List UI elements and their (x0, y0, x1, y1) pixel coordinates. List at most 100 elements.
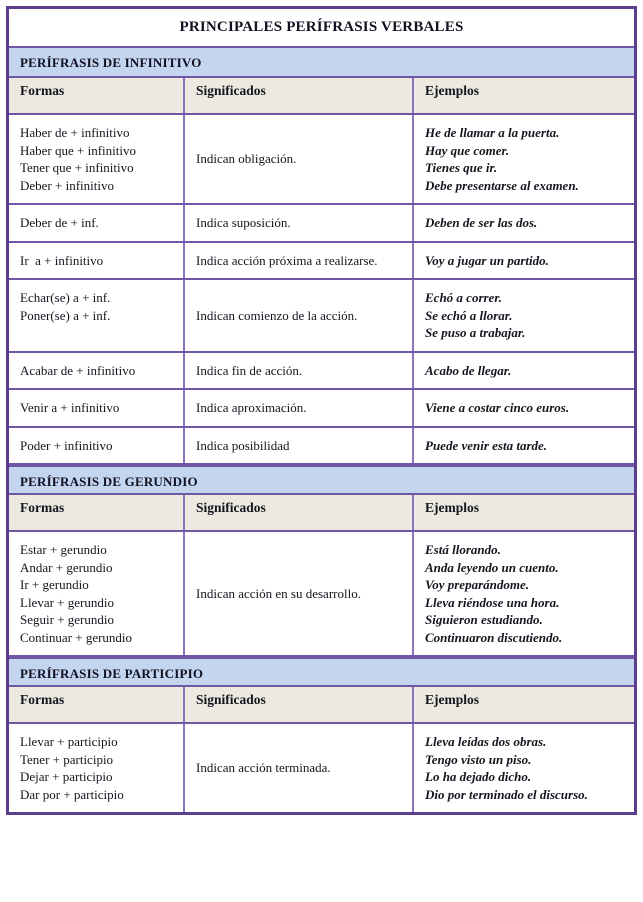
periphrasis-table: PRINCIPALES PERÍFRASIS VERBALES PERÍFRAS… (6, 6, 637, 815)
example-line: Tengo visto un piso. (425, 751, 532, 767)
column-header-ejemplos: Ejemplos (425, 83, 479, 99)
form-line: Echar(se) a + inf. (20, 290, 111, 305)
cell-forms: Haber de + infinitivo Haber que + infinit… (9, 115, 185, 203)
cell-forms: Llevar + participio Tener + participio Dej… (9, 724, 185, 812)
form-line: Continuar + gerundio (20, 629, 133, 645)
cell-examples: Echó a correr. Se echó a llorar. Se puso a… (414, 280, 634, 351)
cell-forms: Poder + infinitivo (9, 427, 185, 463)
cell-forms: Ir a + infinitivo (9, 242, 185, 278)
column-header-formas: Formas (9, 78, 185, 113)
cell-meaning: Indican comienzo de la acción. (185, 280, 414, 351)
form-line: Deber + infinitivo (20, 177, 114, 193)
section-header-perifrasis-de-participio: PERÍFRASIS DE PARTICIPIO (9, 657, 634, 687)
form-line: Poder + infinitivo (20, 437, 113, 453)
form-line: Llevar + participio (20, 734, 118, 749)
cell-examples: Está llorando. Anda leyendo un cuento. Voy… (414, 532, 634, 655)
cell-forms: Estar + gerundio Andar + gerundio Ir + ger… (9, 532, 185, 655)
column-header-significados: Significados (185, 495, 414, 530)
meaning-text: Indica fin de acción. (196, 362, 303, 378)
example-line: Siguieron estudiando. (425, 612, 543, 627)
cell-examples: Deben de ser las dos. (414, 205, 634, 241)
cell-meaning: Indican acción terminada. (185, 724, 414, 812)
table-row: Deber de + inf. Indica suposición. Deben d… (9, 205, 634, 243)
form-line: Dejar + participio (20, 769, 113, 784)
cell-examples: Acabo de llegar. (414, 353, 634, 389)
column-header-formas: Formas (9, 495, 185, 530)
example-line: Continuaron discutiendo. (425, 629, 563, 645)
form-line: Deber de + inf. (20, 215, 99, 230)
column-header-row: Formas Significados Ejemplos (9, 78, 634, 115)
cell-examples: Voy a jugar un partido. (414, 243, 634, 279)
form-line: Andar + gerundio (20, 559, 113, 575)
column-header-ejemplos: Ejemplos (425, 692, 479, 708)
meaning-text: Indica acción próxima a realizarse. (196, 252, 378, 268)
example-line: Tienes que ir. (425, 160, 498, 175)
example-line: He de llamar a la puerta. (425, 125, 560, 140)
example-line: Debe presentarse al examen. (425, 177, 579, 193)
form-line: Estar + gerundio (20, 542, 107, 557)
example-line: Hay que comer. (425, 142, 510, 158)
cell-examples: He de llamar a la puerta. Hay que comer. T… (414, 115, 634, 203)
form-line: Seguir + gerundio (20, 612, 114, 627)
example-line: Dio por terminado el discurso. (425, 786, 588, 802)
cell-meaning: Indica suposición. (185, 205, 414, 241)
column-header-formas: Formas (9, 687, 185, 722)
form-line: Tener + participio (20, 751, 114, 767)
meaning-text: Indica aproximación. (196, 400, 307, 415)
table-row: Acabar de + infinitivo Indica fin de acci… (9, 352, 634, 390)
meaning-text: Indica suposición. (196, 215, 291, 230)
meaning-text: Indican acción en su desarrollo. (196, 585, 361, 601)
table-row: Venir a + infinitivo Indica aproximación.… (9, 390, 634, 428)
page-title: PRINCIPALES PERÍFRASIS VERBALES (9, 9, 634, 48)
example-line: Lleva leídas dos obras. (425, 734, 547, 749)
column-header-ejemplos: Ejemplos (425, 500, 479, 516)
form-line: Poner(se) a + inf. (20, 307, 111, 323)
meaning-text: Indican obligación. (196, 151, 297, 167)
sections-container: PERÍFRASIS DE INFINITIVO Formas Significad… (9, 48, 634, 812)
example-line: Voy preparándome. (425, 577, 529, 592)
cell-forms: Deber de + inf. (9, 205, 185, 241)
column-header-significados: Significados (185, 687, 414, 722)
form-line: Acabar de + infinitivo (20, 362, 136, 378)
cell-meaning: Indica posibilidad (185, 427, 414, 463)
column-header-row: Formas Significados Ejemplos (9, 687, 634, 724)
cell-forms: Venir a + infinitivo (9, 390, 185, 426)
cell-meaning: Indica aproximación. (185, 390, 414, 426)
form-line: Tener que + infinitivo (20, 160, 134, 175)
example-line: Lo ha dejado dicho. (425, 769, 532, 784)
example-line: Se puso a trabajar. (425, 325, 526, 340)
table-row: Echar(se) a + inf. Poner(se) a + inf. Indi… (9, 280, 634, 353)
table-row: Llevar + participio Tener + participio Dej… (9, 724, 634, 812)
column-header-row: Formas Significados Ejemplos (9, 495, 634, 532)
example-line: Anda leyendo un cuento. (425, 559, 559, 575)
meaning-text: Indican comienzo de la acción. (196, 307, 358, 323)
form-line: Llevar + gerundio (20, 594, 114, 610)
cell-meaning: Indican acción en su desarrollo. (185, 532, 414, 655)
form-line: Haber de + infinitivo (20, 125, 130, 140)
example-line: Está llorando. (425, 542, 501, 557)
example-line: Acabo de llegar. (425, 362, 512, 378)
cell-forms: Acabar de + infinitivo (9, 352, 185, 388)
table-row: Haber de + infinitivo Haber que + infinit… (9, 115, 634, 205)
table-row: Poder + infinitivo Indica posibilidad Pued… (9, 427, 634, 465)
form-line: Haber que + infinitivo (20, 142, 136, 158)
form-line: Dar por + participio (20, 786, 124, 802)
example-line: Viene a costar cinco euros. (425, 400, 570, 415)
table-row: Estar + gerundio Andar + gerundio Ir + ger… (9, 532, 634, 657)
example-line: Lleva riéndose una hora. (425, 594, 560, 610)
section-header-perifrasis-de-gerundio: PERÍFRASIS DE GERUNDIO (9, 465, 634, 495)
meaning-text: Indica posibilidad (196, 437, 290, 453)
cell-meaning: Indica acción próxima a realizarse. (185, 242, 414, 278)
example-line: Puede venir esta tarde. (425, 437, 548, 453)
cell-examples: Viene a costar cinco euros. (414, 390, 634, 426)
table-row: Ir a + infinitivo Indica acción próxima a… (9, 242, 634, 280)
cell-examples: Puede venir esta tarde. (414, 428, 634, 464)
example-line: Se echó a llorar. (425, 307, 513, 323)
example-line: Deben de ser las dos. (425, 215, 538, 230)
cell-examples: Lleva leídas dos obras. Tengo visto un pi… (414, 724, 634, 812)
column-header-significados: Significados (185, 78, 414, 113)
section-header-perifrasis-de-infinitivo: PERÍFRASIS DE INFINITIVO (9, 48, 634, 78)
cell-meaning: Indica fin de acción. (185, 352, 414, 388)
cell-meaning: Indican obligación. (185, 115, 414, 203)
example-line: Voy a jugar un partido. (425, 252, 549, 268)
